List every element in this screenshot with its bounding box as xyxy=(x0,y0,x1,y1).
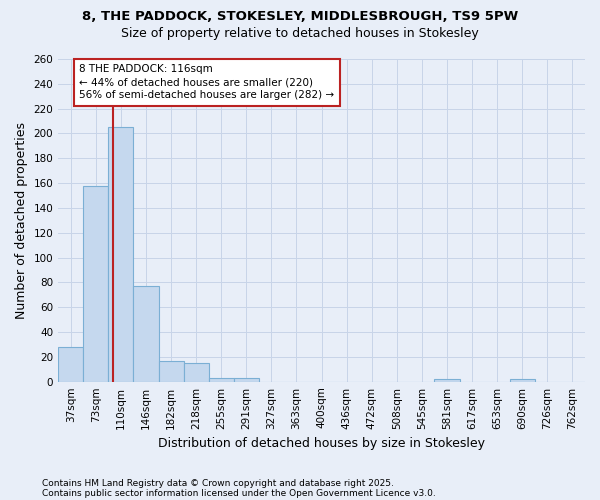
Bar xyxy=(434,379,460,382)
Text: Contains HM Land Registry data © Crown copyright and database right 2025.: Contains HM Land Registry data © Crown c… xyxy=(42,478,394,488)
Bar xyxy=(234,378,259,382)
Y-axis label: Number of detached properties: Number of detached properties xyxy=(15,122,28,319)
Text: Contains public sector information licensed under the Open Government Licence v3: Contains public sector information licen… xyxy=(42,488,436,498)
Text: 8, THE PADDOCK, STOKESLEY, MIDDLESBROUGH, TS9 5PW: 8, THE PADDOCK, STOKESLEY, MIDDLESBROUGH… xyxy=(82,10,518,23)
Bar xyxy=(133,286,158,382)
Bar xyxy=(83,186,109,382)
Text: 8 THE PADDOCK: 116sqm
← 44% of detached houses are smaller (220)
56% of semi-det: 8 THE PADDOCK: 116sqm ← 44% of detached … xyxy=(79,64,335,100)
X-axis label: Distribution of detached houses by size in Stokesley: Distribution of detached houses by size … xyxy=(158,437,485,450)
Bar xyxy=(158,360,184,382)
Bar xyxy=(109,128,133,382)
Bar xyxy=(184,363,209,382)
Bar xyxy=(510,379,535,382)
Text: Size of property relative to detached houses in Stokesley: Size of property relative to detached ho… xyxy=(121,28,479,40)
Bar xyxy=(209,378,234,382)
Bar xyxy=(58,347,83,382)
